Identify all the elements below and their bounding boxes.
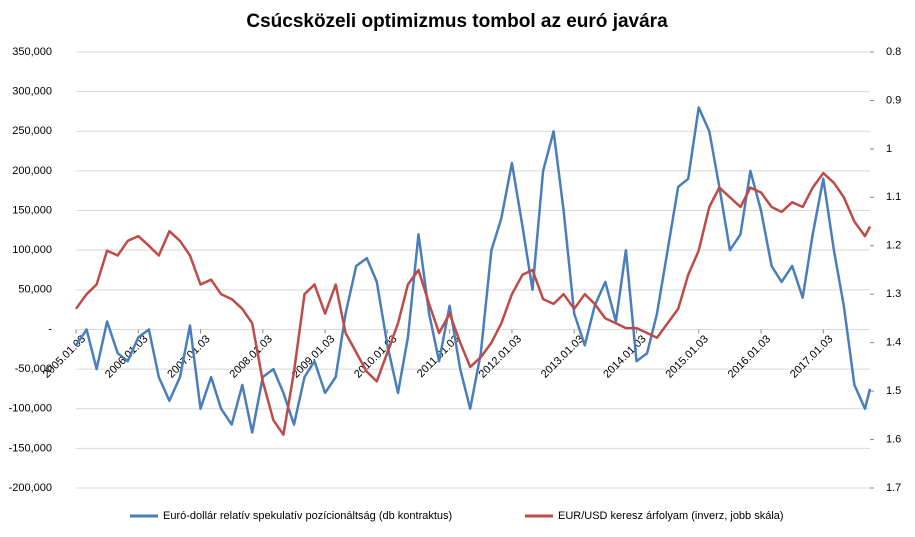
y-tick-label: -150,000 xyxy=(9,442,52,454)
series-line xyxy=(74,171,872,436)
y2-tick-label: 1.5 xyxy=(886,385,901,397)
y-tick-label: 300,000 xyxy=(12,86,52,98)
y-tick-label: -200,000 xyxy=(9,482,52,494)
series-line xyxy=(74,106,872,434)
y-tick-label: 350,000 xyxy=(12,46,52,58)
y-tick-label: 50,000 xyxy=(18,284,52,296)
y2-tick-label: 1.1 xyxy=(886,191,901,203)
y-tick-label: 250,000 xyxy=(12,125,52,137)
y-tick-label: 150,000 xyxy=(12,204,52,216)
y2-tick-label: 1.7 xyxy=(886,482,901,494)
legend-label: Euró-dollár relatív spekulatív pozícioná… xyxy=(163,510,452,522)
chart-title: Csúcsközeli optimizmus tombol az euró ja… xyxy=(246,11,668,32)
y2-tick-label: 1.6 xyxy=(886,433,901,445)
y-tick-label: - xyxy=(48,323,52,335)
y-tick-label: -100,000 xyxy=(9,403,52,415)
y-tick-label: -50,000 xyxy=(15,363,52,375)
y2-tick-label: 1.2 xyxy=(886,240,901,252)
y-tick-label: 100,000 xyxy=(12,244,52,256)
y2-tick-label: 0.8 xyxy=(886,46,901,58)
legend-label: EUR/USD keresz árfolyam (inverz, jobb sk… xyxy=(558,510,784,522)
y2-tick-label: 1.4 xyxy=(886,337,901,349)
y2-tick-label: 1 xyxy=(886,143,892,155)
y2-tick-label: 1.3 xyxy=(886,288,901,300)
y2-tick-label: 0.9 xyxy=(886,94,901,106)
y-tick-label: 200,000 xyxy=(12,165,52,177)
